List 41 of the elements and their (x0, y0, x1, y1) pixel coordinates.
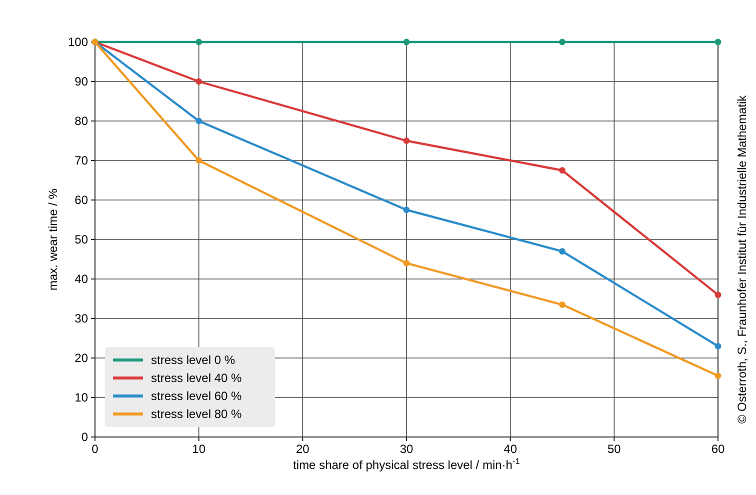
y-tick-label: 20 (74, 351, 88, 366)
x-tick-label: 60 (711, 442, 725, 456)
point (403, 138, 410, 144)
y-tick-label: 70 (74, 154, 88, 168)
y-axis-title: max. wear time / % (46, 188, 60, 291)
y-tick-label: 0 (81, 430, 88, 444)
point (559, 248, 566, 255)
text: © Osterroth, S., Fraunhofer Institut für Industrielle Mathematik (735, 94, 749, 424)
point (403, 260, 410, 266)
point (196, 38, 202, 46)
point (196, 157, 202, 164)
x-tick-label: 20 (296, 442, 310, 456)
y-tick-label: 10 (74, 390, 88, 405)
x-tick-label: 10 (192, 442, 206, 456)
y-tick-label: 80 (74, 114, 88, 128)
x-tick-label: 40 (504, 442, 518, 456)
x-tick-label: 30 (400, 442, 414, 456)
y-tick-label: 100 (68, 35, 88, 50)
x-tick-label: 50 (607, 442, 622, 456)
legend-label: stress level 60 % (151, 389, 242, 404)
legend-label: stress level 0 % (151, 353, 236, 368)
point (714, 292, 722, 298)
y-tick-label: 40 (74, 272, 88, 286)
point (714, 372, 722, 379)
point (403, 206, 410, 214)
point (559, 38, 566, 46)
point (403, 38, 410, 46)
point (559, 167, 566, 174)
x-tick-label: 0 (92, 442, 99, 456)
point (196, 118, 202, 124)
point (714, 38, 722, 46)
x-axis-title: time share of physical stress level / min·h$^{-1}$ (293, 456, 520, 472)
y-tick-label: 50 (74, 232, 88, 247)
legend-label: stress level 80 % (151, 407, 242, 422)
y-tick-label: 30 (74, 312, 88, 326)
legend-label: stress level 40 % (151, 371, 242, 386)
point (714, 342, 722, 350)
y-tick-label: 90 (74, 74, 88, 89)
point (196, 78, 202, 85)
y-tick-label: 60 (74, 193, 88, 208)
point (559, 301, 566, 308)
